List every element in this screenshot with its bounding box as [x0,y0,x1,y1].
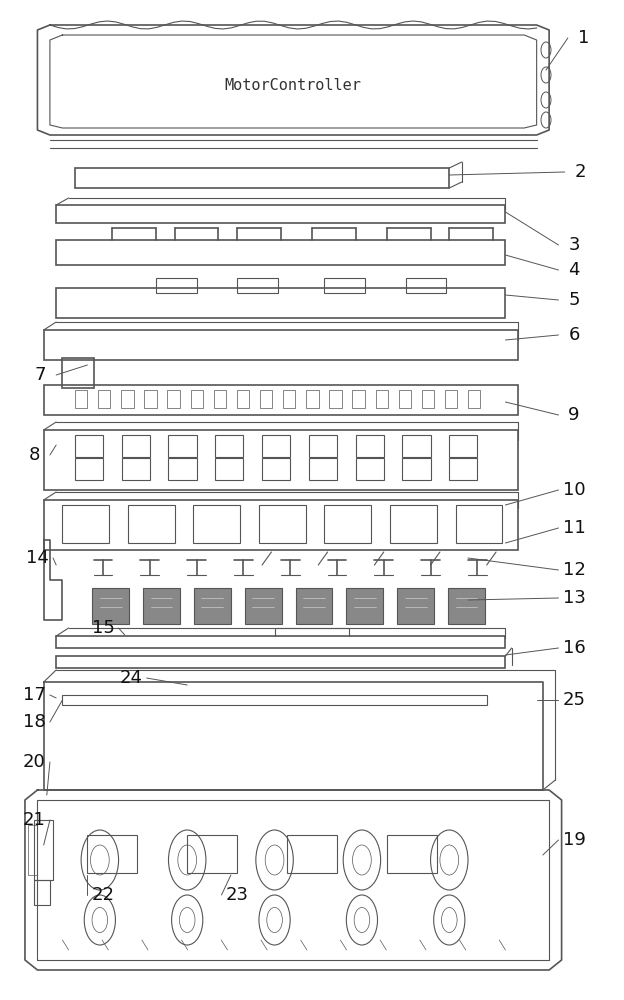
FancyBboxPatch shape [194,588,231,624]
FancyBboxPatch shape [143,588,180,624]
Text: 1: 1 [578,29,589,47]
Text: 6: 6 [568,326,580,344]
Text: 7: 7 [35,366,46,384]
Text: 3: 3 [568,236,580,254]
Text: 10: 10 [563,481,585,499]
Text: 24: 24 [120,669,142,687]
Text: 5: 5 [568,291,580,309]
FancyBboxPatch shape [245,588,281,624]
Text: 15: 15 [92,619,114,637]
Text: 18: 18 [23,713,46,731]
Text: MotorController: MotorController [225,78,362,93]
Text: 4: 4 [568,261,580,279]
Text: 19: 19 [563,831,585,849]
Text: 25: 25 [563,691,585,709]
Text: 14: 14 [26,549,49,567]
Text: 9: 9 [568,406,580,424]
Text: 21: 21 [23,811,46,829]
FancyBboxPatch shape [397,588,434,624]
Text: 8: 8 [29,446,40,464]
FancyBboxPatch shape [448,588,485,624]
FancyBboxPatch shape [92,588,129,624]
Text: 13: 13 [563,589,585,607]
Text: 17: 17 [23,686,46,704]
Text: 20: 20 [23,753,46,771]
Text: 12: 12 [563,561,585,579]
FancyBboxPatch shape [296,588,333,624]
Text: 22: 22 [92,886,114,904]
Text: 11: 11 [563,519,585,537]
Text: 16: 16 [563,639,585,657]
Text: 23: 23 [226,886,248,904]
Text: 2: 2 [575,163,586,181]
FancyBboxPatch shape [346,588,383,624]
